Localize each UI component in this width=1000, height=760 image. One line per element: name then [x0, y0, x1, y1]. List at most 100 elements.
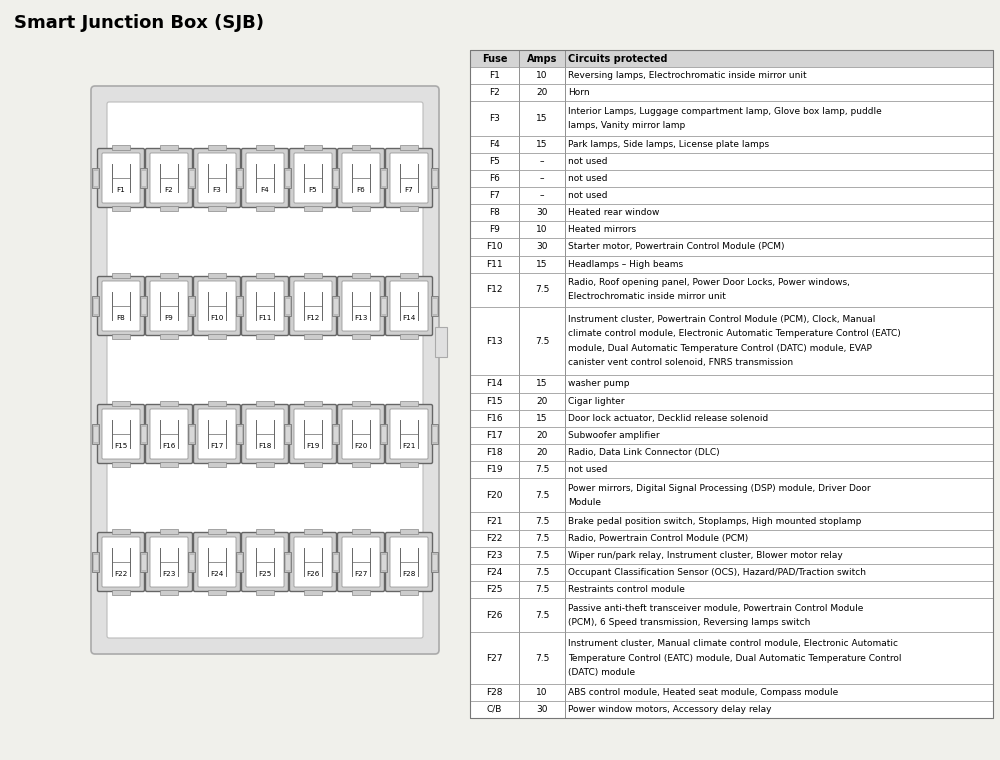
Bar [470, 530, 993, 546]
Bar [470, 444, 993, 461]
Bar [191, 168, 198, 188]
Bar [237, 426, 242, 442]
FancyBboxPatch shape [390, 153, 428, 203]
FancyBboxPatch shape [194, 533, 240, 591]
Bar [470, 530, 519, 546]
Text: Power window motors, Accessory delay relay: Power window motors, Accessory delay rel… [568, 705, 772, 714]
Bar [519, 410, 565, 427]
Bar [470, 204, 993, 221]
Text: F26: F26 [486, 611, 503, 619]
Bar [191, 553, 198, 572]
Bar [304, 462, 322, 467]
Text: 30: 30 [536, 208, 548, 217]
Text: F5: F5 [489, 157, 500, 166]
Bar [380, 424, 387, 444]
Bar [112, 529, 130, 534]
Bar [435, 327, 447, 357]
Bar [400, 462, 418, 467]
FancyBboxPatch shape [98, 277, 144, 335]
FancyBboxPatch shape [342, 153, 380, 203]
Text: 20: 20 [536, 431, 548, 440]
Bar [470, 393, 519, 410]
Bar [92, 168, 99, 188]
Bar [470, 546, 993, 564]
Bar [565, 512, 993, 530]
Bar [237, 554, 242, 570]
Bar [208, 273, 226, 278]
Bar [239, 553, 246, 572]
Text: 10: 10 [536, 71, 548, 81]
FancyBboxPatch shape [150, 281, 188, 331]
FancyBboxPatch shape [198, 409, 236, 459]
Text: F18: F18 [258, 443, 272, 449]
Bar [565, 546, 993, 564]
Text: module, Dual Automatic Temperature Control (DATC) module, EVAP: module, Dual Automatic Temperature Contr… [568, 344, 872, 353]
Bar [256, 334, 274, 339]
Bar [519, 204, 565, 221]
Bar [470, 50, 993, 67]
Text: not used: not used [568, 465, 608, 474]
Text: F1: F1 [117, 187, 125, 193]
Bar [470, 135, 993, 153]
Bar [256, 206, 274, 211]
Bar [336, 170, 341, 185]
Text: Park lamps, Side lamps, License plate lamps: Park lamps, Side lamps, License plate la… [568, 140, 769, 149]
Bar [565, 410, 993, 427]
Text: 7.5: 7.5 [535, 534, 549, 543]
Bar [383, 296, 390, 316]
Bar [470, 170, 519, 187]
Bar [470, 50, 993, 718]
FancyBboxPatch shape [150, 153, 188, 203]
Bar [336, 298, 341, 314]
FancyBboxPatch shape [290, 148, 336, 207]
FancyBboxPatch shape [294, 281, 332, 331]
Bar [470, 393, 993, 410]
Bar [384, 170, 389, 185]
Bar [519, 255, 565, 273]
Text: 20: 20 [536, 448, 548, 457]
Bar [470, 684, 993, 701]
Bar [470, 307, 519, 375]
Bar [287, 424, 294, 444]
Text: 10: 10 [536, 688, 548, 697]
Text: 7.5: 7.5 [535, 337, 549, 346]
Bar [470, 255, 519, 273]
Bar [332, 296, 339, 316]
Bar [284, 424, 291, 444]
Text: Amps: Amps [527, 53, 557, 64]
FancyBboxPatch shape [386, 277, 432, 335]
Bar [565, 581, 993, 598]
FancyBboxPatch shape [246, 409, 284, 459]
Text: F5: F5 [309, 187, 317, 193]
Bar [160, 206, 178, 211]
Text: F3: F3 [213, 187, 221, 193]
Text: F21: F21 [486, 517, 503, 525]
Bar [352, 529, 370, 534]
Bar [565, 684, 993, 701]
Bar [381, 170, 386, 185]
FancyBboxPatch shape [150, 537, 188, 587]
Bar [565, 427, 993, 444]
Text: F7: F7 [405, 187, 413, 193]
Bar [565, 701, 993, 718]
FancyBboxPatch shape [194, 404, 240, 464]
Text: not used: not used [568, 191, 608, 200]
Bar [565, 101, 993, 135]
Text: F3: F3 [489, 114, 500, 123]
Bar [160, 462, 178, 467]
FancyBboxPatch shape [98, 533, 144, 591]
Bar [470, 153, 519, 170]
Bar [92, 296, 99, 316]
Bar [288, 426, 293, 442]
Bar [189, 554, 194, 570]
Text: F23: F23 [486, 551, 503, 560]
Bar [112, 590, 130, 595]
Bar [565, 170, 993, 187]
Bar [431, 296, 438, 316]
Bar [432, 426, 437, 442]
Text: F25: F25 [258, 572, 272, 578]
Bar [333, 170, 338, 185]
Bar [93, 554, 98, 570]
Bar [470, 512, 993, 530]
Text: F15: F15 [486, 397, 503, 406]
